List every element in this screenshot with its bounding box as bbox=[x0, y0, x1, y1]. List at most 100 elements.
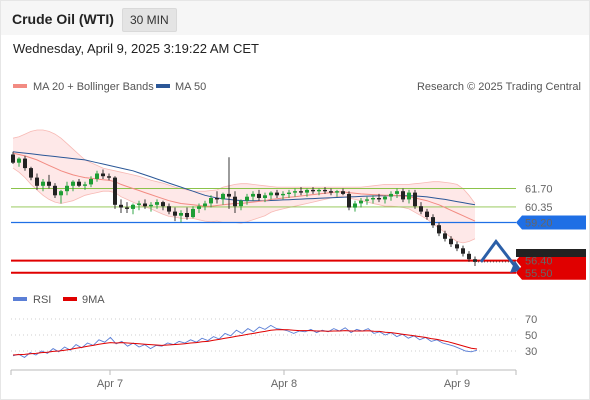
level-tag bbox=[516, 265, 586, 280]
candle-body bbox=[257, 193, 261, 198]
level-label: 55.50 bbox=[525, 268, 553, 280]
candle-body bbox=[371, 198, 375, 200]
projection-path bbox=[479, 239, 519, 270]
ma20-legend-swatch bbox=[13, 84, 27, 88]
level-tag bbox=[516, 253, 586, 268]
candle-body bbox=[113, 177, 117, 205]
timestamp: Wednesday, April 9, 2025 3:19:22 AM CET bbox=[13, 41, 259, 56]
candle-body bbox=[461, 248, 465, 254]
bollinger-band-area bbox=[13, 130, 475, 243]
candle-body bbox=[149, 204, 153, 207]
candle-body bbox=[161, 202, 165, 207]
candle-body bbox=[281, 193, 285, 196]
candle-body bbox=[179, 213, 183, 216]
candle-body bbox=[119, 204, 123, 208]
ma20-legend-label: MA 20 + Bollinger Bands bbox=[33, 81, 154, 93]
candle-body bbox=[269, 192, 273, 196]
current-price-tag bbox=[516, 249, 586, 257]
candle-body bbox=[251, 193, 255, 197]
candle-body bbox=[137, 203, 141, 205]
candle-body bbox=[431, 217, 435, 226]
candle-body bbox=[197, 206, 201, 209]
bollinger-upper-line bbox=[12, 129, 476, 204]
candle-body bbox=[377, 198, 381, 200]
candle-body bbox=[347, 193, 351, 208]
x-axis: Apr 7 Apr 8 Apr 9 bbox=[10, 370, 517, 390]
ma20-line bbox=[12, 152, 476, 222]
candle-body bbox=[293, 191, 297, 193]
level-tag bbox=[516, 215, 586, 230]
candle-body bbox=[191, 208, 195, 218]
candle-body bbox=[263, 195, 267, 198]
candle-body bbox=[53, 185, 57, 196]
candle-body bbox=[65, 185, 69, 192]
price-levels bbox=[11, 188, 516, 274]
candle-body bbox=[143, 203, 147, 207]
candle-body bbox=[305, 189, 309, 193]
candlesticks bbox=[11, 151, 477, 266]
rsi-legend-swatch bbox=[13, 297, 27, 301]
ma50-legend-swatch bbox=[156, 84, 170, 88]
rsi-ma9-line bbox=[12, 329, 478, 356]
candle-body bbox=[233, 196, 237, 207]
candle-body bbox=[389, 193, 393, 197]
ma50-legend-label: MA 50 bbox=[175, 81, 206, 93]
candle-body bbox=[335, 191, 339, 193]
candle-body bbox=[239, 200, 243, 207]
candle-body bbox=[317, 189, 321, 192]
candle-body bbox=[47, 181, 51, 186]
candle-body bbox=[59, 191, 63, 196]
candle-body bbox=[245, 196, 249, 201]
candle-body bbox=[455, 244, 459, 249]
x-tick-label: Apr 9 bbox=[444, 378, 470, 390]
candle-body bbox=[77, 181, 81, 186]
candle-body bbox=[311, 189, 315, 192]
instrument-title: Crude Oil (WTI) bbox=[12, 11, 114, 27]
rsi-tick-label: 30 bbox=[525, 346, 537, 358]
candle-body bbox=[467, 253, 471, 260]
candle-body bbox=[341, 191, 345, 194]
candle-body bbox=[419, 206, 423, 212]
candle-body bbox=[401, 191, 405, 200]
candle-body bbox=[101, 173, 105, 177]
candle-body bbox=[35, 177, 39, 186]
bollinger-band bbox=[12, 129, 476, 244]
level-label: 56.40 bbox=[525, 256, 553, 268]
candle-body bbox=[89, 179, 93, 185]
candle-body bbox=[353, 203, 357, 208]
rsi-tick-label: 50 bbox=[525, 330, 537, 342]
candle-body bbox=[287, 192, 291, 194]
candle-body bbox=[395, 191, 399, 194]
rsi-legend-label: RSI bbox=[33, 294, 51, 306]
candle-body bbox=[359, 200, 363, 204]
rsi-line bbox=[12, 324, 478, 358]
rsi-tick-label: 70 bbox=[525, 314, 537, 326]
candle-body bbox=[449, 238, 453, 245]
interval-badge[interactable]: 30 MIN bbox=[122, 8, 177, 32]
projection-arrow bbox=[475, 239, 522, 273]
chart-header: Crude Oil (WTI) 30 MIN bbox=[1, 1, 589, 35]
candle-body bbox=[71, 181, 75, 186]
candle-body bbox=[107, 176, 111, 178]
x-tick-label: Apr 7 bbox=[97, 378, 123, 390]
candle-body bbox=[41, 181, 45, 186]
candle-body bbox=[323, 189, 327, 192]
candle-body bbox=[209, 198, 213, 204]
level-label: 59.20 bbox=[525, 218, 553, 230]
candle-body bbox=[413, 192, 417, 207]
candle-body bbox=[437, 225, 441, 234]
ma9-legend-swatch bbox=[63, 297, 77, 301]
candle-body bbox=[83, 184, 87, 186]
candle-body bbox=[473, 259, 477, 262]
candle-body bbox=[215, 198, 219, 200]
candle-body bbox=[17, 158, 21, 163]
candle-body bbox=[29, 168, 33, 178]
candle-body bbox=[155, 202, 159, 205]
candle-body bbox=[11, 154, 15, 163]
candle-body bbox=[425, 211, 429, 217]
candle-body bbox=[167, 206, 171, 212]
candle-body bbox=[23, 158, 27, 169]
rsi-panel: 70 50 30 bbox=[11, 314, 537, 358]
